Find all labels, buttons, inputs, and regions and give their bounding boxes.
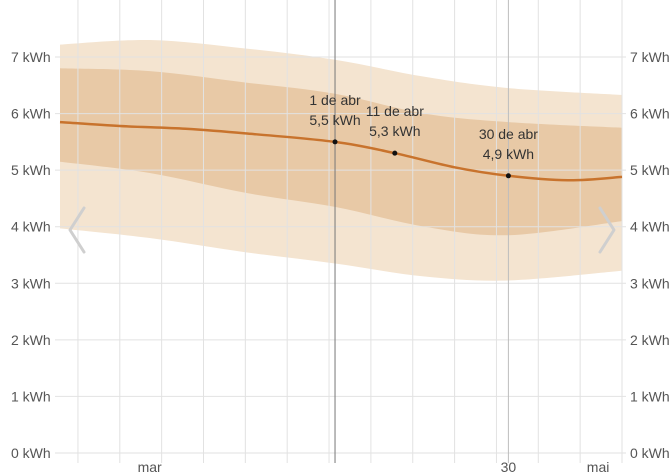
median-line xyxy=(59,120,623,182)
y-tick-label-right: 7 kWh xyxy=(630,49,670,65)
y-tick-label-left: 3 kWh xyxy=(11,275,51,291)
y-tick-label-left: 5 kWh xyxy=(11,162,51,178)
y-tick-label-right: 3 kWh xyxy=(630,275,670,291)
annotation-date-label: 30 de abr xyxy=(479,126,538,142)
y-tick-label-right: 1 kWh xyxy=(630,388,670,404)
y-tick-label-right: 0 kWh xyxy=(630,445,670,461)
median-line-group xyxy=(59,120,623,182)
chevron-left-icon xyxy=(68,206,86,254)
y-tick-label-right: 5 kWh xyxy=(630,162,670,178)
chevron-right-icon xyxy=(598,206,616,254)
y-tick-label-left: 0 kWh xyxy=(11,445,51,461)
y-tick-label-left: 2 kWh xyxy=(11,332,51,348)
annotation-point xyxy=(392,150,398,156)
annotation-date-label: 1 de abr xyxy=(309,92,361,108)
grid-lines xyxy=(55,0,626,463)
annotation-value-label: 4,9 kWh xyxy=(483,146,534,162)
y-tick-label-left: 7 kWh xyxy=(11,49,51,65)
y-tick-label-right: 4 kWh xyxy=(630,219,670,235)
annotations: 1 de abr 5,5 kWh 11 de abr 5,3 kWh 30 de abr… xyxy=(309,0,538,463)
x-tick-label: mar xyxy=(138,459,162,475)
inner-band xyxy=(60,68,622,236)
y-tick-label-right: 2 kWh xyxy=(630,332,670,348)
y-tick-label-left: 4 kWh xyxy=(11,219,51,235)
annotation-point xyxy=(505,173,511,179)
y-axis-right: 0 kWh 1 kWh 2 kWh 3 kWh 4 kWh 5 kWh 6 kWh 7 kWh xyxy=(630,49,670,461)
x-tick-label: 30 xyxy=(501,459,517,475)
confidence-bands xyxy=(60,39,622,281)
y-axis-left: 0 kWh 1 kWh 2 kWh 3 kWh 4 kWh 5 kWh 6 kWh 7 kWh xyxy=(11,49,51,461)
next-button[interactable] xyxy=(592,200,622,260)
y-tick-label-left: 1 kWh xyxy=(11,388,51,404)
annotation-value-label: 5,3 kWh xyxy=(369,123,420,139)
annotation-value-label: 5,5 kWh xyxy=(309,112,360,128)
y-tick-label-right: 6 kWh xyxy=(630,106,670,122)
annotation-date-label: 11 de abr xyxy=(366,103,424,119)
annotation-point xyxy=(332,139,338,145)
x-axis: mar 30 mai xyxy=(138,459,610,475)
x-tick-label: mai xyxy=(587,459,610,475)
y-tick-label-left: 6 kWh xyxy=(11,106,51,122)
prev-button[interactable] xyxy=(60,200,90,260)
